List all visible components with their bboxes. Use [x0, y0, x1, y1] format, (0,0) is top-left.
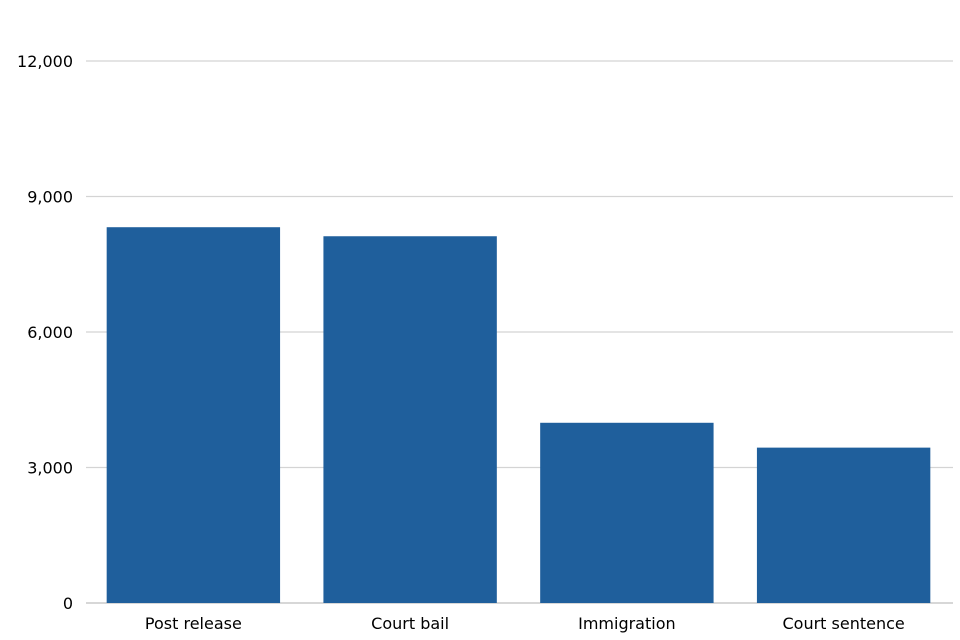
bar: [106, 227, 281, 604]
bar: [323, 236, 497, 603]
y-tick-label: 9,000: [27, 188, 73, 207]
bar: [756, 447, 931, 603]
bars: [106, 227, 931, 604]
x-category-label: Post release: [145, 614, 242, 633]
y-tick-label: 6,000: [27, 323, 73, 342]
x-category-label: Court bail: [371, 614, 449, 633]
y-tick-label: 12,000: [17, 52, 73, 71]
x-category-label: Immigration: [578, 614, 676, 633]
x-category-label: Court sentence: [782, 614, 904, 633]
bar: [540, 422, 714, 603]
x-axis-category-labels: Post release Court bail Immigration Court s…: [145, 614, 905, 633]
y-tick-label: 3,000: [27, 459, 73, 478]
y-axis-tick-labels: 0 3,000 6,000 9,000 12,000: [17, 52, 73, 613]
y-tick-label: 0: [63, 594, 73, 613]
